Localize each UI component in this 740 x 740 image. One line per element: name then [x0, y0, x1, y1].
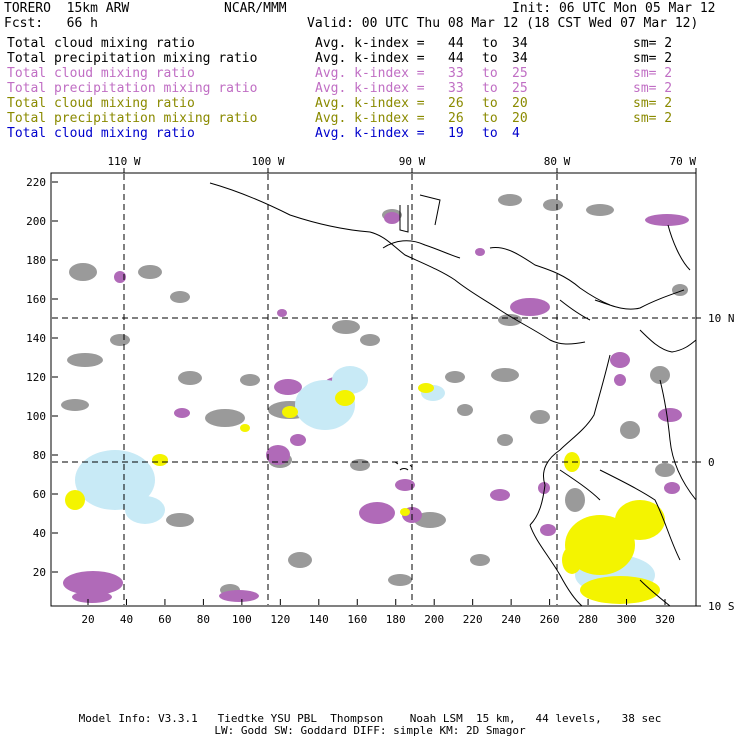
legend-field-label: Total precipitation mixing ratio — [7, 111, 258, 126]
x-tick-label: 100 — [232, 613, 252, 626]
model-info-line2: LW: Godd SW: Goddard DIFF: simple KM: 2D… — [214, 724, 526, 737]
yellow-cloud-areas — [65, 383, 665, 604]
legend-field-label: Total cloud mixing ratio — [7, 96, 195, 111]
legend-smoothing: sm= 2 — [633, 96, 673, 111]
y-tick-label: 180 — [26, 254, 46, 267]
organization: NCAR/MMM — [224, 1, 287, 16]
y-tick-label: 20 — [33, 566, 46, 579]
plot-frame — [50, 172, 697, 607]
legend-kindex-to: to — [482, 126, 498, 141]
legend-kindex-upto: 25 — [512, 66, 528, 81]
legend-kindex-upto: 20 — [512, 96, 528, 111]
legend-kindex-to: to — [482, 111, 498, 126]
legend-kindex-upto: 4 — [512, 126, 520, 141]
y-tick-label: 220 — [26, 176, 46, 189]
legend-kindex-upto: 34 — [512, 36, 528, 51]
latitude-label: 10 N — [708, 312, 735, 325]
legend-kindex-to: to — [482, 51, 498, 66]
y-tick-label: 100 — [26, 410, 46, 423]
y-tick-label: 200 — [26, 215, 46, 228]
x-tick-label: 20 — [81, 613, 94, 626]
x-tick-label: 220 — [463, 613, 483, 626]
legend-kindex-to: to — [482, 36, 498, 51]
legend-smoothing: sm= 2 — [633, 111, 673, 126]
x-tick-label: 180 — [386, 613, 406, 626]
legend-field-label: Total cloud mixing ratio — [7, 66, 195, 81]
latitude-label: 0 — [708, 456, 715, 469]
graticule-lines — [52, 174, 695, 605]
legend-field-label: Total precipitation mixing ratio — [7, 51, 258, 66]
legend-kindex-label: Avg. k-index = — [315, 81, 425, 96]
longitude-label: 110 W — [107, 155, 140, 168]
legend-kindex-upto: 20 — [512, 111, 528, 126]
longitude-label: 70 W — [670, 155, 697, 168]
x-tick-label: 40 — [120, 613, 133, 626]
legend-kindex-from: 26 — [448, 96, 464, 111]
legend-kindex-from: 44 — [448, 36, 464, 51]
longitude-label: 100 W — [251, 155, 284, 168]
legend-kindex-from: 26 — [448, 111, 464, 126]
x-tick-label: 240 — [501, 613, 521, 626]
x-tick-label: 120 — [270, 613, 290, 626]
axis-tick-labels: 20 40 60 80 100 120 140 160 180 200 220 240 260 280 30… — [26, 155, 734, 626]
legend-kindex-label: Avg. k-index = — [315, 126, 425, 141]
legend-kindex-label: Avg. k-index = — [315, 36, 425, 51]
x-tick-label: 160 — [347, 613, 367, 626]
legend-smoothing: sm= 2 — [633, 51, 673, 66]
legend-kindex-label: Avg. k-index = — [315, 66, 425, 81]
legend-kindex-from: 19 — [448, 126, 464, 141]
legend-kindex-to: to — [482, 66, 498, 81]
x-tick-label: 320 — [655, 613, 675, 626]
latitude-label: 10 S — [708, 600, 735, 613]
model-name: TORERO 15km ARW — [4, 1, 130, 16]
y-tick-label: 60 — [33, 488, 46, 501]
y-tick-label: 140 — [26, 332, 46, 345]
legend-kindex-label: Avg. k-index = — [315, 51, 425, 66]
y-tick-label: 160 — [26, 293, 46, 306]
forecast-hour: Fcst: 66 h — [4, 16, 98, 31]
legend-kindex-from: 33 — [448, 66, 464, 81]
legend-smoothing: sm= 2 — [633, 81, 673, 96]
legend-kindex-from: 33 — [448, 81, 464, 96]
legend-kindex-to: to — [482, 81, 498, 96]
legend-field-label: Total cloud mixing ratio — [7, 126, 195, 141]
longitude-label: 80 W — [544, 155, 571, 168]
x-tick-label: 140 — [309, 613, 329, 626]
x-tick-label: 280 — [578, 613, 598, 626]
init-time: Init: 06 UTC Mon 05 Mar 12 — [512, 1, 716, 16]
y-tick-label: 120 — [26, 371, 46, 384]
legend-kindex-label: Avg. k-index = — [315, 96, 425, 111]
legend-kindex-from: 44 — [448, 51, 464, 66]
y-tick-label: 40 — [33, 527, 46, 540]
x-tick-label: 60 — [158, 613, 171, 626]
legend-kindex-to: to — [482, 96, 498, 111]
axis-tick-marks — [52, 168, 701, 607]
x-tick-label: 200 — [424, 613, 444, 626]
legend-field-label: Total precipitation mixing ratio — [7, 81, 258, 96]
legend-kindex-label: Avg. k-index = — [315, 111, 425, 126]
x-tick-label: 300 — [617, 613, 637, 626]
legend-field-label: Total cloud mixing ratio — [7, 36, 195, 51]
coastlines — [209, 182, 697, 607]
x-tick-label: 80 — [197, 613, 210, 626]
model-info-line1: Model Info: V3.3.1 Tiedtke YSU PBL Thomp… — [78, 712, 662, 725]
valid-time: Valid: 00 UTC Thu 08 Mar 12 (18 CST Wed … — [307, 16, 699, 31]
x-tick-label: 260 — [540, 613, 560, 626]
legend-smoothing: sm= 2 — [633, 36, 673, 51]
y-tick-label: 80 — [33, 449, 46, 462]
gray-cloud-areas — [61, 194, 688, 596]
legend-kindex-upto: 25 — [512, 81, 528, 96]
longitude-label: 90 W — [399, 155, 426, 168]
legend-kindex-upto: 34 — [512, 51, 528, 66]
legend-smoothing: sm= 2 — [633, 66, 673, 81]
